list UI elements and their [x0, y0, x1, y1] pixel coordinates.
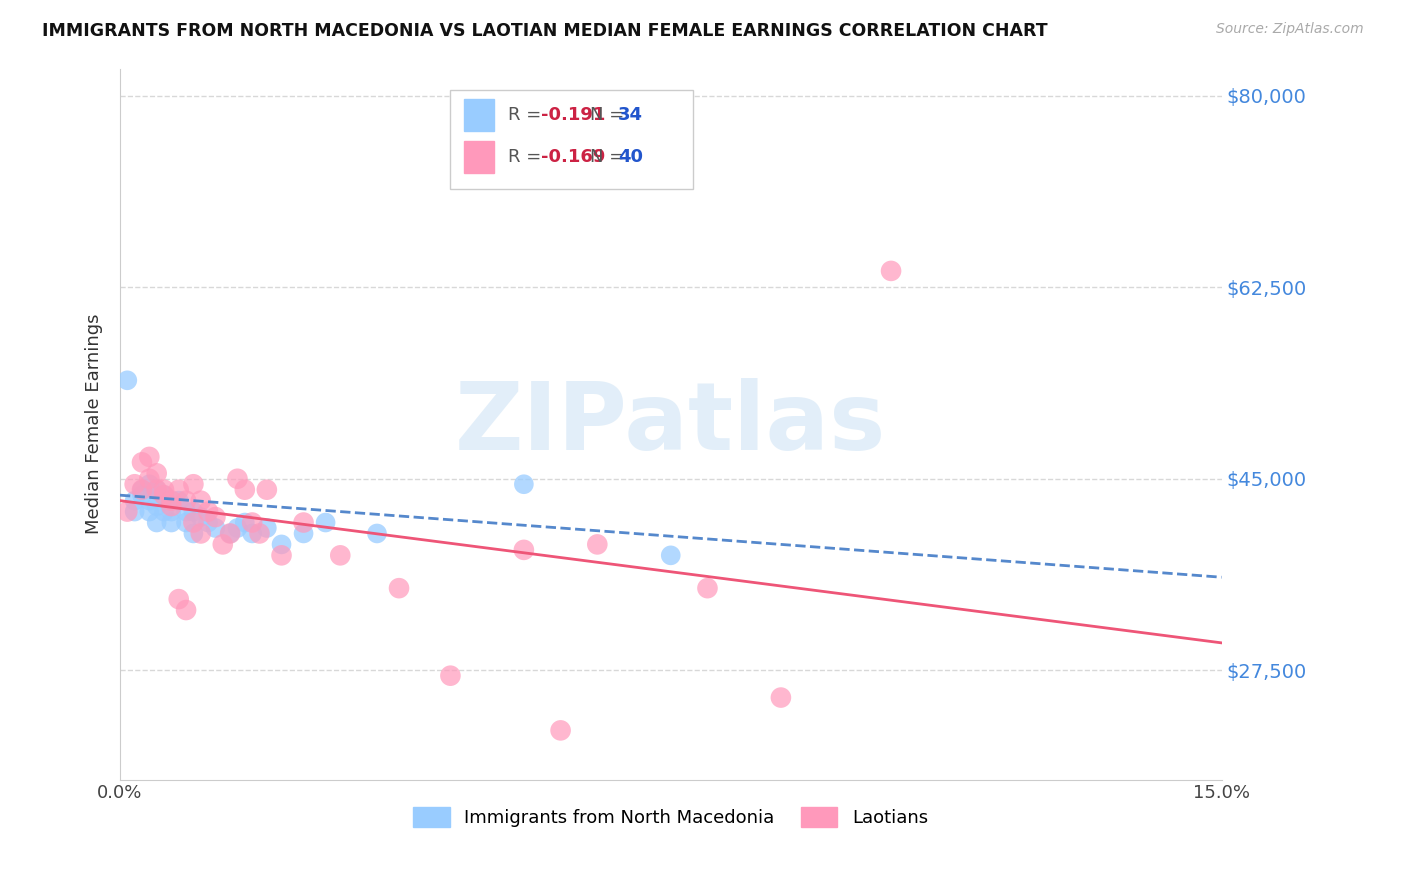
Point — [197, 516, 219, 530]
Point — [292, 526, 315, 541]
Point — [439, 668, 461, 682]
Point — [329, 549, 352, 563]
Point — [174, 493, 197, 508]
Point — [240, 526, 263, 541]
Text: 34: 34 — [617, 106, 643, 124]
Point — [153, 488, 176, 502]
Point — [117, 373, 139, 387]
Text: -0.169: -0.169 — [541, 148, 605, 167]
Text: R =: R = — [508, 148, 547, 167]
Point — [256, 521, 278, 535]
Point — [513, 542, 536, 557]
Point — [174, 505, 197, 519]
Point — [124, 493, 146, 508]
Point — [190, 510, 212, 524]
Point — [197, 505, 219, 519]
Point — [513, 477, 536, 491]
Text: ZIPatlas: ZIPatlas — [456, 378, 886, 470]
Point — [183, 505, 205, 519]
Point — [183, 526, 205, 541]
Bar — [464, 99, 495, 131]
Point — [145, 499, 167, 513]
Point — [174, 516, 197, 530]
Point — [226, 472, 249, 486]
Point — [167, 592, 190, 607]
Point — [174, 603, 197, 617]
Point — [190, 526, 212, 541]
Point — [211, 537, 233, 551]
FancyBboxPatch shape — [450, 90, 693, 189]
Point — [270, 549, 292, 563]
Point — [131, 488, 153, 502]
Point — [160, 505, 183, 519]
Point — [153, 488, 176, 502]
Legend: Immigrants from North Macedonia, Laotians: Immigrants from North Macedonia, Laotian… — [406, 799, 935, 835]
Point — [204, 510, 226, 524]
Point — [138, 477, 160, 491]
Text: -0.191: -0.191 — [541, 106, 605, 124]
Point — [131, 483, 153, 497]
Point — [270, 537, 292, 551]
Point — [145, 483, 167, 497]
Point — [880, 264, 903, 278]
Point — [388, 581, 411, 595]
Point — [145, 516, 167, 530]
Text: R =: R = — [508, 106, 547, 124]
Point — [145, 483, 167, 497]
Point — [124, 477, 146, 491]
Point — [586, 537, 609, 551]
Point — [131, 483, 153, 497]
Point — [256, 483, 278, 497]
Text: N =: N = — [591, 106, 630, 124]
Point — [160, 499, 183, 513]
Point — [226, 521, 249, 535]
Text: N =: N = — [591, 148, 630, 167]
Point — [233, 483, 256, 497]
Point — [219, 526, 242, 541]
Bar — [464, 142, 495, 173]
Text: Source: ZipAtlas.com: Source: ZipAtlas.com — [1216, 22, 1364, 37]
Point — [167, 493, 190, 508]
Point — [153, 505, 176, 519]
Point — [131, 455, 153, 469]
Point — [204, 521, 226, 535]
Point — [145, 467, 167, 481]
Point — [233, 516, 256, 530]
Point — [138, 505, 160, 519]
Point — [219, 526, 242, 541]
Text: 40: 40 — [617, 148, 643, 167]
Point — [315, 516, 337, 530]
Point — [769, 690, 792, 705]
Point — [153, 483, 176, 497]
Point — [292, 516, 315, 530]
Point — [160, 516, 183, 530]
Point — [550, 723, 572, 738]
Point — [138, 493, 160, 508]
Point — [190, 493, 212, 508]
Point — [183, 477, 205, 491]
Point — [138, 450, 160, 464]
Point — [167, 483, 190, 497]
Text: IMMIGRANTS FROM NORTH MACEDONIA VS LAOTIAN MEDIAN FEMALE EARNINGS CORRELATION CH: IMMIGRANTS FROM NORTH MACEDONIA VS LAOTI… — [42, 22, 1047, 40]
Point — [240, 516, 263, 530]
Point — [183, 516, 205, 530]
Point — [160, 493, 183, 508]
Point — [659, 549, 682, 563]
Point — [696, 581, 718, 595]
Point — [138, 472, 160, 486]
Point — [249, 526, 271, 541]
Y-axis label: Median Female Earnings: Median Female Earnings — [86, 314, 103, 534]
Point — [366, 526, 388, 541]
Point — [124, 505, 146, 519]
Point — [117, 505, 139, 519]
